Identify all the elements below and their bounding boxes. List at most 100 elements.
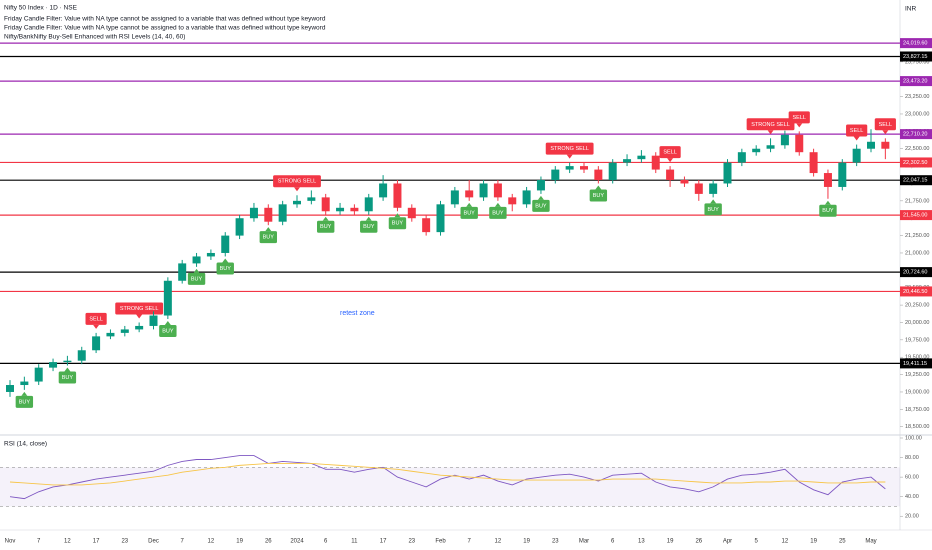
signal-tag (532, 199, 550, 212)
signal-label: BUY (822, 208, 834, 214)
signal-label: BUY (535, 203, 547, 209)
x-tick-label: Dec (148, 539, 159, 545)
level-label: 24,019.60 (903, 41, 927, 47)
candle-body (479, 183, 488, 198)
y-tick-label: 23,000.00 (905, 111, 929, 117)
y-tick-label: 18,500.00 (905, 424, 929, 430)
signal-tag (216, 262, 234, 275)
x-tick-label: 5 (755, 539, 759, 545)
candle-body (465, 190, 474, 198)
x-tick-label: 26 (265, 539, 272, 545)
candle-body (278, 204, 287, 222)
x-tick-label: May (865, 539, 876, 545)
signal-tag (115, 302, 164, 315)
signal-pointer (566, 154, 573, 159)
y-tick-label: 19,500.00 (905, 355, 929, 361)
level-label: 23,827.15 (903, 54, 927, 60)
rsi-line (9, 462, 886, 486)
candle-body (723, 162, 732, 184)
x-tick-label: 23 (121, 539, 128, 545)
signal-pointer (294, 187, 300, 192)
signal-pointer (322, 216, 329, 221)
level-tag (900, 157, 932, 168)
y-tick-label: 18,750.00 (905, 407, 929, 413)
y-tick-label: 21,750.00 (905, 198, 929, 204)
x-tick-label: 13 (638, 539, 645, 545)
indicator-label: Nifty/BankNifty Buy-Sell Enhanced with R… (4, 34, 185, 41)
x-tick-label: 7 (468, 539, 472, 545)
y-tick-label: 19,250.00 (905, 372, 929, 378)
candle-body (823, 173, 832, 187)
symbol-title: Nifty 50 Index · 1D · NSE (4, 5, 78, 12)
candle-body (436, 204, 445, 233)
signal-pointer (136, 314, 143, 319)
signal-pointer (710, 199, 717, 204)
candle-body (666, 169, 675, 180)
signal-label: SELL (663, 150, 676, 156)
signal-label: BUY (220, 266, 232, 272)
signal-pointer (365, 216, 372, 221)
signal-label: SELL (89, 316, 102, 322)
candle-body (293, 200, 301, 205)
y-tick-label: 20,250.00 (905, 303, 929, 309)
signal-tag (788, 111, 810, 124)
x-tick-label: 7 (37, 539, 41, 545)
signal-label: SELL (879, 122, 892, 128)
signal-label: BUY (593, 193, 605, 199)
signal-tag (874, 118, 896, 131)
signal-label: BUY (162, 328, 174, 334)
signal-tag (273, 175, 321, 188)
candle-body (580, 166, 588, 170)
candle-body (766, 145, 775, 149)
level-label: 20,446.50 (903, 289, 927, 295)
level-label: 19,411.15 (903, 361, 927, 367)
signal-label: STRONG SELL (120, 306, 159, 312)
candle-body (795, 134, 804, 153)
level-tag (900, 210, 932, 221)
signal-label: BUY (62, 375, 74, 381)
candle-body (508, 197, 517, 205)
level-tag (900, 51, 932, 62)
rsi-line (9, 455, 886, 500)
signal-pointer (767, 130, 774, 135)
level-tag (900, 38, 932, 49)
signal-tag (187, 272, 206, 285)
level-tag (900, 76, 932, 87)
x-tick-label: 19 (523, 539, 530, 545)
candle-body (594, 169, 603, 180)
candle-body (92, 336, 101, 351)
rsi-band (0, 467, 900, 507)
annotation: retest zone (340, 310, 375, 317)
candle-body (623, 159, 632, 163)
indicator-label: Friday Candle Filter: Value with NA type… (4, 25, 326, 32)
candle-body (838, 162, 847, 187)
x-tick-label: 12 (208, 539, 215, 545)
x-tick-label: 12 (782, 539, 789, 545)
signal-pointer (193, 268, 200, 273)
x-tick-label: 19 (810, 539, 817, 545)
signal-tag (489, 206, 507, 219)
candle-body (551, 169, 560, 180)
candle-body (780, 134, 789, 146)
candle-body (522, 190, 531, 205)
signal-tag (15, 395, 34, 408)
signal-tag (360, 220, 378, 233)
signal-label: BUY (363, 224, 375, 230)
signal-pointer (494, 202, 501, 207)
signal-label: BUY (492, 210, 504, 216)
candle-body (450, 190, 459, 205)
candle-body (178, 263, 187, 281)
x-tick-label: 12 (64, 539, 71, 545)
candle-body (163, 280, 172, 316)
candle-body (336, 207, 345, 212)
signal-tag (259, 231, 277, 244)
level-tag (900, 175, 932, 186)
candle-body (407, 207, 416, 219)
signal-pointer (537, 195, 544, 200)
level-label: 23,473.20 (903, 79, 927, 85)
signal-pointer (882, 130, 889, 135)
y-tick-label: 80.00 (905, 455, 919, 461)
signal-label: BUY (464, 210, 476, 216)
y-tick-label: 100.00 (905, 435, 922, 441)
